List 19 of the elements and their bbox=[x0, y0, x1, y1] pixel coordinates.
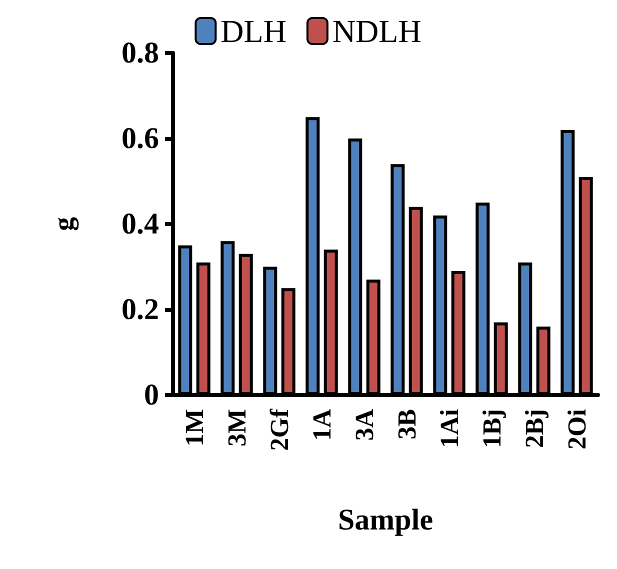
x-tick-label: 1M bbox=[180, 409, 209, 447]
x-tick-label: 3M bbox=[222, 409, 252, 447]
x-tick-label: 3B bbox=[392, 409, 422, 440]
x-tick-label: 2Gf bbox=[264, 408, 294, 451]
y-tick-label: 0.4 bbox=[122, 208, 159, 240]
x-tick-label: 2Oi bbox=[562, 409, 592, 450]
y-tick-label: 0.8 bbox=[122, 36, 159, 70]
y-tick-label: 0.2 bbox=[122, 293, 159, 326]
legend-label: DLH bbox=[220, 13, 286, 49]
x-tick-label: 2Bj bbox=[520, 409, 549, 448]
x-tick-label: 1Bj bbox=[477, 409, 506, 448]
y-tick-label: 0.6 bbox=[122, 122, 159, 155]
x-tick-label: 1A bbox=[307, 408, 336, 441]
x-axis-title: Sample bbox=[338, 504, 434, 536]
y-tick-label: 0 bbox=[144, 378, 159, 412]
x-tick-label: 3A bbox=[350, 408, 379, 441]
legend-label: NDLH bbox=[332, 13, 422, 49]
x-tick-label: 1Ai bbox=[434, 409, 464, 448]
y-axis-title: g bbox=[48, 217, 80, 231]
